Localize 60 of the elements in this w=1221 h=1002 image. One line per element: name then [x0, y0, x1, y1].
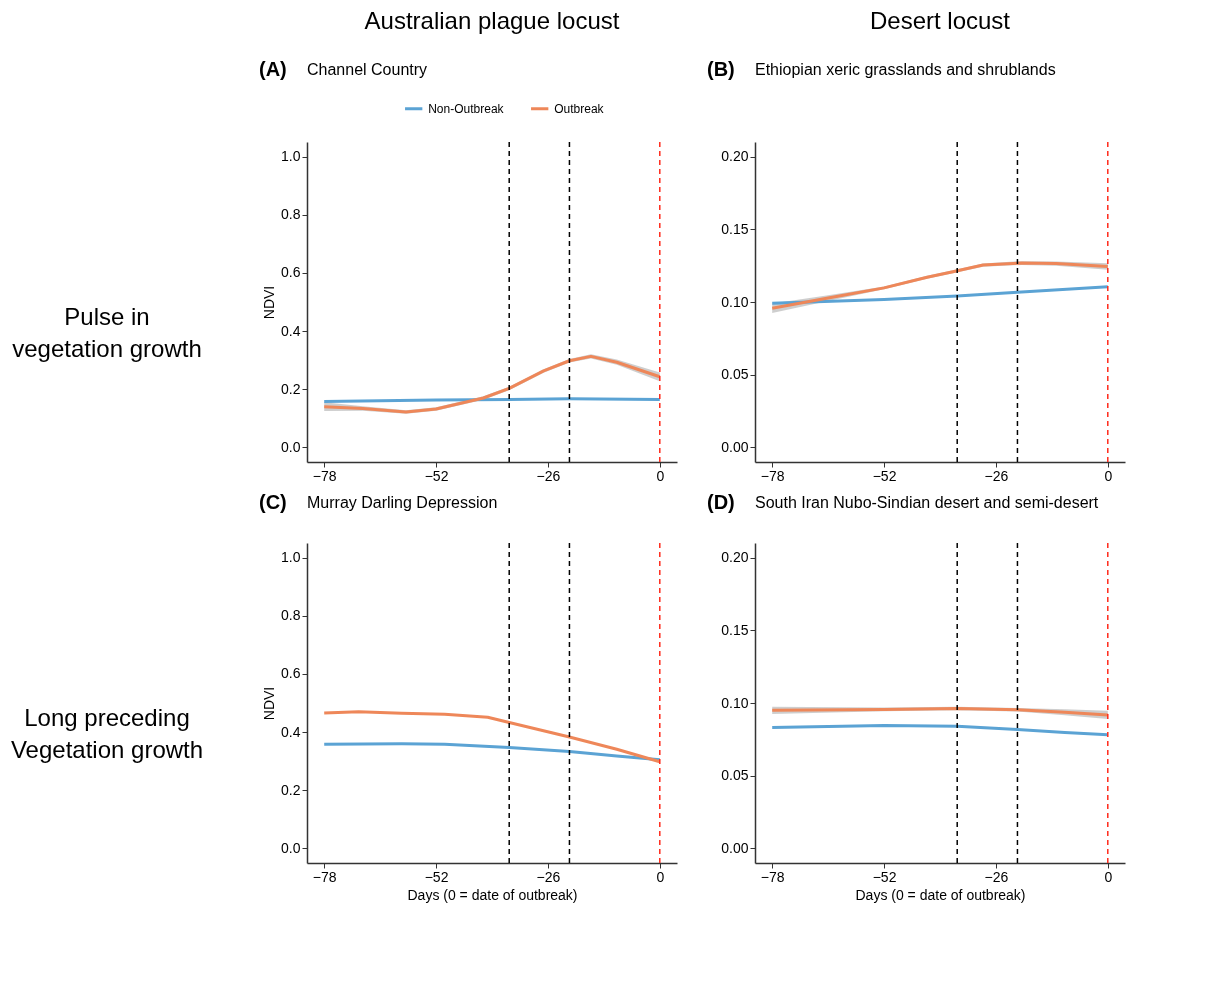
legend-label: Non-Outbreak — [428, 101, 505, 116]
line-series — [770, 723, 1110, 737]
y-tick-label: 0.2 — [281, 781, 301, 798]
y-tick-label: 0.00 — [721, 438, 749, 455]
y-axis-title: NDVI — [261, 686, 278, 721]
y-tick-label: 0.20 — [721, 148, 749, 165]
y-tick-label: 0.8 — [281, 206, 301, 223]
x-tick-label: −26 — [984, 467, 1009, 484]
text: Long preceding Vegetation growth — [10, 704, 204, 764]
x-tick-label: 0 — [656, 868, 665, 885]
y-tick-label: 1.0 — [281, 549, 301, 566]
y-tick-label: 0.8 — [281, 607, 301, 624]
x-tick-label: −26 — [536, 868, 561, 885]
x-tick-label: −26 — [984, 868, 1009, 885]
y-tick-label: 0.00 — [721, 839, 749, 856]
x-tick-label: −78 — [312, 467, 337, 484]
chart-title: Australian plague locust — [364, 7, 620, 34]
legend-label: Outbreak — [554, 101, 605, 116]
y-tick-label: 0.15 — [721, 621, 749, 638]
y-tick-label: 0.4 — [281, 723, 301, 740]
chart-subtitle: South Iran Nubo-Sindian desert and semi-desert — [755, 494, 1099, 511]
y-tick-label: 1.0 — [281, 148, 301, 165]
line-series — [770, 285, 1110, 305]
text: Pulse in vegetation growth — [12, 303, 202, 363]
y-tick-label: 0.6 — [281, 264, 301, 281]
x-tick-label: −52 — [424, 467, 449, 484]
y-tick-label: 0.10 — [721, 694, 749, 711]
chart-subtitle: Channel Country — [307, 61, 428, 78]
x-tick-label: −26 — [536, 467, 561, 484]
text: (A) — [259, 58, 287, 80]
chart-subtitle: Ethiopian xeric grasslands and shrublands — [755, 61, 1056, 78]
y-tick-label: 0.4 — [281, 322, 301, 339]
y-tick-label: 0.15 — [721, 220, 749, 237]
x-tick-label: −78 — [312, 868, 337, 885]
chart-title: Desert locust — [869, 7, 1011, 34]
x-tick-label: 0 — [656, 467, 665, 484]
y-tick-label: 0.20 — [721, 549, 749, 566]
y-tick-label: 0.05 — [721, 767, 749, 784]
line-series — [322, 710, 662, 764]
x-tick-label: −78 — [760, 868, 785, 885]
y-tick-label: 0.0 — [281, 438, 301, 455]
x-tick-label: −52 — [424, 868, 449, 885]
y-tick-label: 0.2 — [281, 380, 301, 397]
x-axis-title: Days (0 = date of outbreak) — [855, 886, 1026, 903]
x-tick-label: −78 — [760, 467, 785, 484]
x-tick-label: −52 — [872, 467, 897, 484]
x-tick-label: −52 — [872, 868, 897, 885]
chart-subtitle: Murray Darling Depression — [307, 494, 498, 511]
y-axis-title: NDVI — [261, 285, 278, 320]
x-tick-label: 0 — [1104, 467, 1113, 484]
text: (C) — [259, 491, 287, 513]
x-tick-label: 0 — [1104, 868, 1113, 885]
y-tick-label: 0.05 — [721, 366, 749, 383]
y-tick-label: 0.0 — [281, 839, 301, 856]
y-tick-label: 0.6 — [281, 665, 301, 682]
text: (B) — [707, 58, 735, 80]
x-axis-title: Days (0 = date of outbreak) — [407, 886, 578, 903]
y-tick-label: 0.10 — [721, 293, 749, 310]
text: (D) — [707, 491, 735, 513]
line-series — [322, 742, 662, 762]
